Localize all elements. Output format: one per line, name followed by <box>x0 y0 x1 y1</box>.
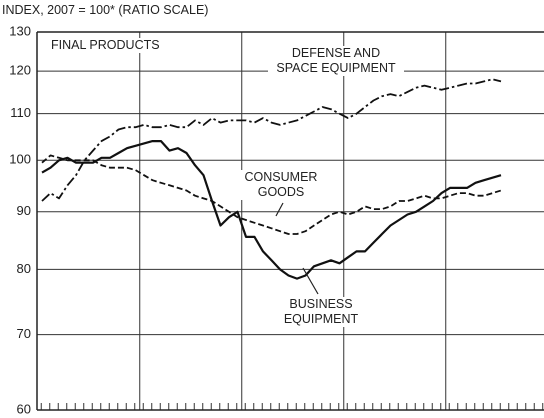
y-tick-label: 110 <box>10 105 31 120</box>
y-tick-label: 130 <box>9 23 31 38</box>
y-tick-label: 90 <box>17 203 31 218</box>
series-line <box>41 78 502 202</box>
series-line <box>41 140 502 280</box>
series-line <box>41 154 502 235</box>
y-tick-label: 100 <box>9 152 31 167</box>
chart-title: INDEX, 2007 = 100* (RATIO SCALE) <box>2 3 209 17</box>
panel-title: FINAL PRODUCTS <box>48 38 163 53</box>
y-tick-label: 120 <box>9 63 31 78</box>
leader <box>302 267 319 295</box>
leader <box>275 202 284 217</box>
y-tick-label: 60 <box>17 401 31 416</box>
series-label: BUSINESS EQUIPMENT <box>270 297 372 327</box>
y-tick-label: 80 <box>17 261 31 276</box>
y-tick-label: 70 <box>17 326 31 341</box>
series-label: DEFENSE AND SPACE EQUIPMENT <box>268 46 404 76</box>
series-label: CONSUMER GOODS <box>238 170 324 200</box>
